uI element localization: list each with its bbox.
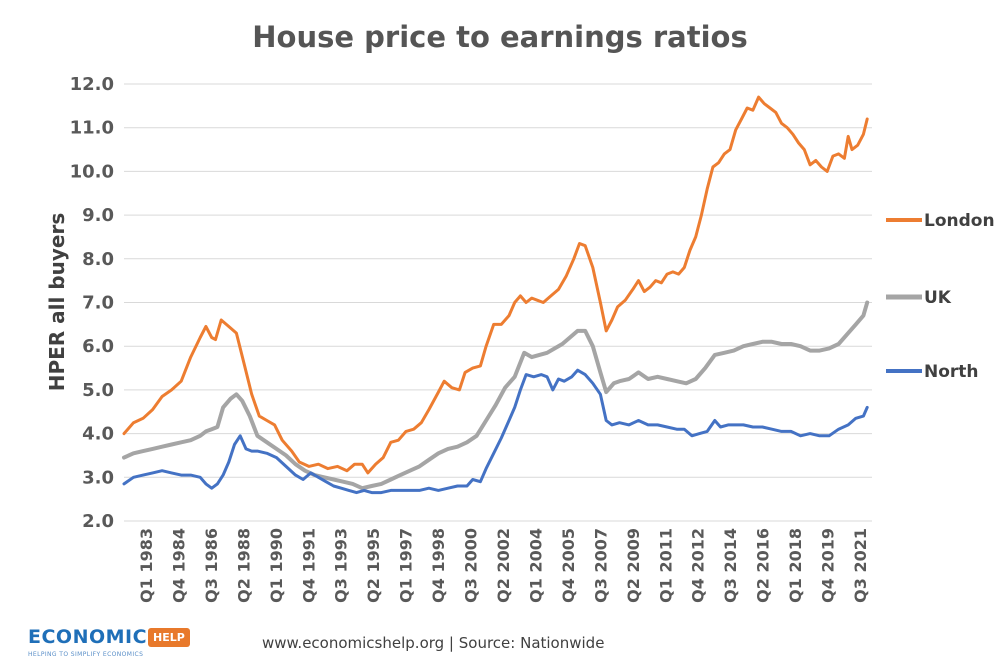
- y-tick-label: 8.0: [82, 249, 114, 270]
- x-tick-label: Q1 1983: [137, 528, 156, 603]
- x-tick-label: Q3 1993: [332, 528, 351, 603]
- y-tick-labels: 2.0 3.0 4.0 5.0 6.0 7.0 8.0 9.0 10.0 11.0 12.0: [70, 74, 114, 532]
- y-tick-label: 9.0: [82, 205, 114, 226]
- x-tick-label: Q3 2021: [851, 528, 870, 603]
- x-tick-label: Q4 1991: [299, 528, 318, 603]
- y-tick-label: 7.0: [82, 293, 114, 314]
- y-tick-label: 4.0: [82, 424, 114, 445]
- x-tick-label: Q1 2004: [526, 528, 545, 603]
- y-tick-label: 3.0: [82, 467, 114, 488]
- y-tick-label: 2.0: [82, 511, 114, 532]
- y-tick-label: 6.0: [82, 336, 114, 357]
- x-tick-label: Q3 1986: [202, 528, 221, 603]
- logo-badge: HELP: [148, 628, 190, 647]
- legend-label-north: North: [924, 362, 979, 382]
- series-line-uk: [122, 300, 870, 491]
- logo-tagline: HELPING TO SIMPLIFY ECONOMICS: [28, 651, 144, 658]
- chart-title: House price to earnings ratios: [252, 20, 747, 54]
- y-tick-label: 12.0: [70, 74, 114, 95]
- x-tick-label: Q4 2019: [819, 528, 838, 603]
- y-tick-label: 5.0: [82, 380, 114, 401]
- y-tick-label: 10.0: [70, 161, 114, 182]
- logo-text: ECONOMICS: [28, 626, 162, 648]
- legend-label-uk: UK: [924, 288, 952, 308]
- x-tick-label: Q3 2000: [462, 528, 481, 603]
- y-axis-label: HPER all buyers: [45, 213, 69, 392]
- x-tick-label: Q1 2018: [786, 528, 805, 603]
- x-tick-label: Q3 2007: [591, 528, 610, 603]
- x-tick-label: Q4 1984: [169, 528, 188, 603]
- x-tick-label: Q2 1988: [234, 528, 253, 603]
- x-tick-label: Q2 2009: [624, 528, 643, 603]
- x-tick-label: Q1 1990: [267, 528, 286, 603]
- series-lines: [122, 95, 870, 495]
- legend-label-london: London: [924, 211, 995, 231]
- y-tick-label: 11.0: [70, 118, 114, 139]
- series-line-north: [122, 368, 869, 495]
- economics-help-logo: ECONOMICS HELP HELPING TO SIMPLIFY ECONO…: [28, 626, 198, 662]
- x-tick-label: Q4 1998: [429, 528, 448, 603]
- gridlines: [124, 83, 872, 522]
- legend: London UK North: [886, 211, 995, 382]
- x-tick-label: Q1 1997: [397, 528, 416, 603]
- x-tick-label: Q2 2016: [754, 528, 773, 603]
- x-tick-label: Q4 2005: [559, 528, 578, 603]
- x-tick-label: Q2 1995: [364, 528, 383, 603]
- x-tick-labels: Q1 1983 Q4 1984 Q3 1986 Q2 1988 Q1 1990 Q4 19…: [137, 528, 870, 603]
- x-tick-label: Q4 2012: [689, 528, 708, 603]
- series-line-london: [122, 95, 869, 475]
- x-tick-label: Q3 2014: [721, 528, 740, 603]
- source-footer: www.economicshelp.org | Source: Nationwi…: [262, 634, 605, 652]
- x-tick-label: Q2 2002: [494, 528, 513, 603]
- x-tick-label: Q1 2011: [656, 528, 675, 603]
